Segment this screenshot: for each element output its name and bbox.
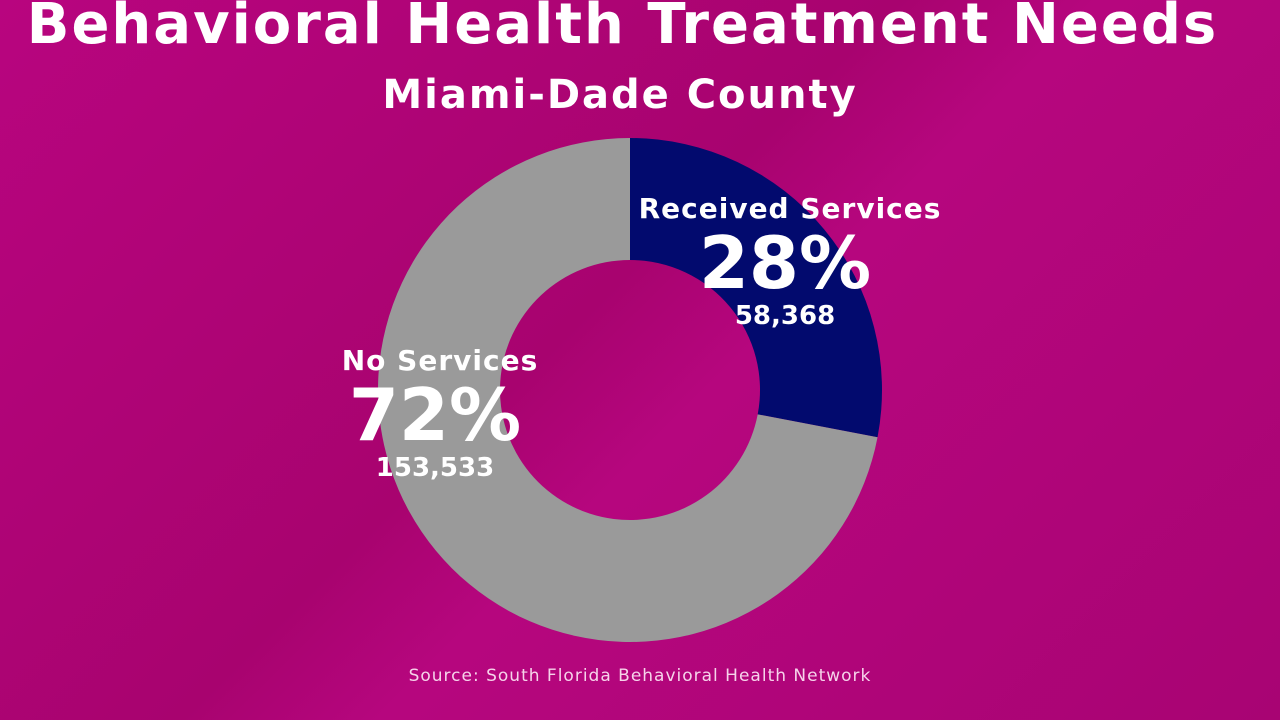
none-count: 153,533 xyxy=(375,453,495,483)
received-label: Received Services xyxy=(638,192,942,225)
received-count: 58,368 xyxy=(734,301,836,331)
chart-subtitle: Miami-Dade County xyxy=(382,72,858,118)
received-percent: 28% xyxy=(698,221,872,305)
slice-label-received: Received Services 28% 58,368 xyxy=(630,192,950,331)
donut-slice-received-services xyxy=(630,138,882,438)
donut-slice-no-services xyxy=(377,138,878,642)
slice-label-none: No Services 72% 153,533 xyxy=(330,344,550,483)
none-percent: 72% xyxy=(348,373,522,457)
chart-title: Behavioral Health Treatment Needs xyxy=(26,0,1219,57)
source-note: Source: South Florida Behavioral Health … xyxy=(408,666,872,686)
none-label: No Services xyxy=(341,344,539,377)
